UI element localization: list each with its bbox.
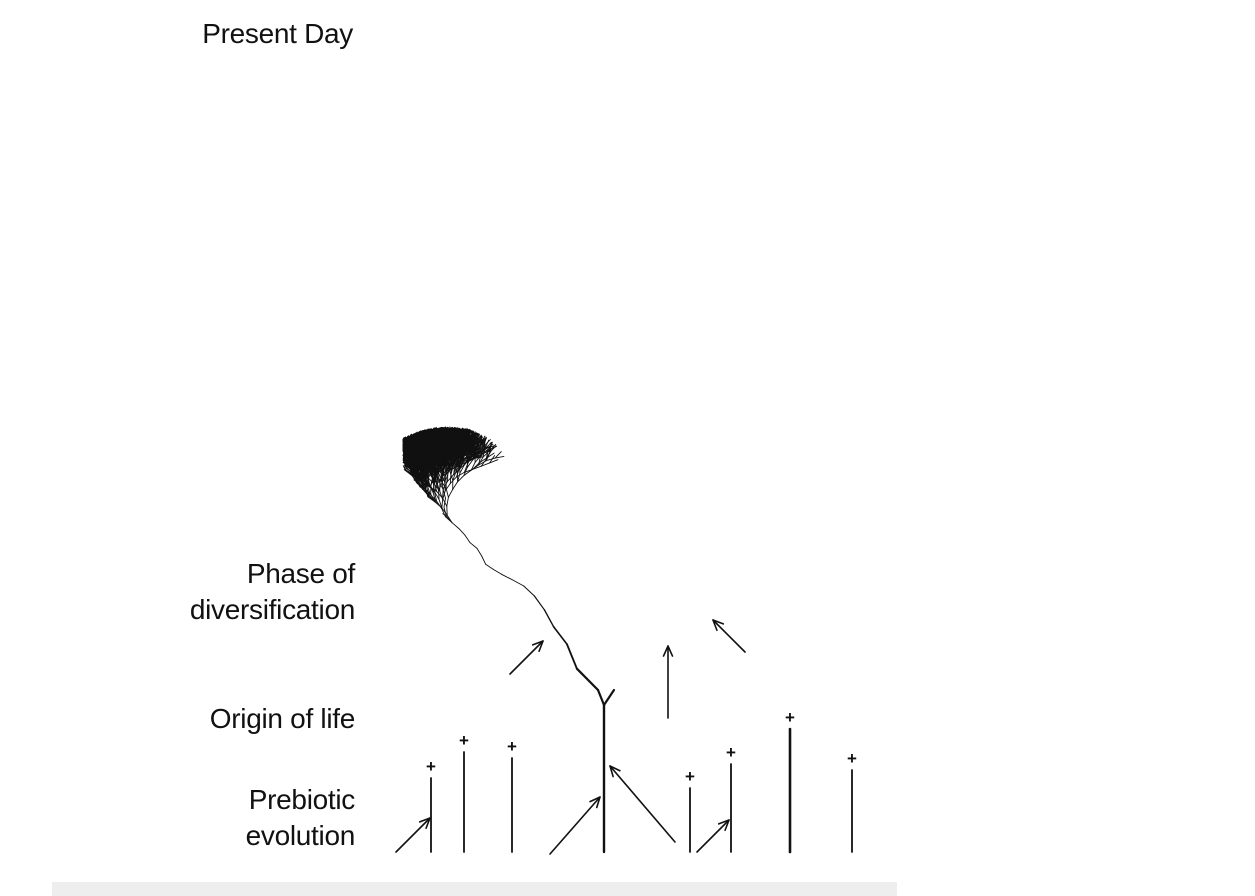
tree-branch [402,457,405,463]
tree-branch [463,469,472,476]
tree-branch [492,568,503,575]
tree-branch [442,480,448,490]
tree-branch [469,542,478,549]
tree-branch [409,468,415,477]
tree-branch [451,522,460,530]
tree-branch [552,625,568,646]
tree-branch [416,481,425,489]
label-phase-of-diversification: Phase of diversification [189,558,355,625]
tree-branch [434,491,440,500]
tree-branch [511,579,525,587]
tree-branch [446,496,449,507]
tree-branch [533,595,546,611]
tree-branch [436,463,442,473]
tree-branch [482,447,486,458]
tree-branch [454,463,458,474]
tree-branch [566,643,578,670]
tree-branch [416,482,425,489]
tree-branch [421,479,425,489]
label-present-day: Present Day [202,18,353,49]
tree-branch [425,486,430,496]
tree-branch [478,456,484,466]
tree-branch [457,475,465,483]
tree-branch [441,507,448,516]
tree-branch [494,455,505,459]
tree-branch [404,458,412,466]
tree-branch [481,437,484,447]
tree-branch [485,457,496,462]
tree-branch [523,585,535,597]
label-origin-of-life: Origin of life [209,703,356,734]
tree-branch [470,461,476,471]
label-prebiotic-evolution: Prebiotic evolution [245,784,356,851]
tree-branch [459,464,465,474]
tree-branch [476,435,479,446]
tree-branch [402,465,406,470]
tree-branch [415,471,423,480]
tree-branch [404,468,413,476]
tree-branch [481,555,487,565]
tree-branch [447,488,454,498]
tree-branch [419,470,423,480]
tree-branch [464,534,471,544]
tree-branch [484,439,490,449]
tree-branch [413,475,422,483]
tree-branch [494,451,502,459]
tree-branch [411,474,418,484]
tree-branch [602,688,616,707]
tree-branch [438,498,443,509]
tree-branch [501,573,513,581]
tree-branch [477,438,486,446]
tree-branch [596,688,606,707]
tree-branch [485,563,494,570]
tree-branch [575,667,600,692]
tree-branch [458,528,466,536]
tree-branch [452,471,457,481]
tree-branch [489,442,492,453]
tree-branch [466,459,474,468]
tree-branch [543,609,555,628]
tree-branch [445,488,449,498]
tree-branch [452,481,459,490]
tree-branch [424,469,427,480]
tree-branch [428,495,436,503]
tree-branch [445,463,449,473]
tree-branch [482,450,490,458]
tree-branch [445,470,450,481]
tree-branch [415,473,422,483]
tree-branch [410,464,418,473]
tree-branch [429,494,438,502]
diversification-tree [402,426,616,854]
tree-branch [463,466,468,476]
tree-branch [427,485,431,496]
tree-branch [476,547,483,557]
tree-branch [423,487,431,496]
tree-branch [436,500,443,509]
